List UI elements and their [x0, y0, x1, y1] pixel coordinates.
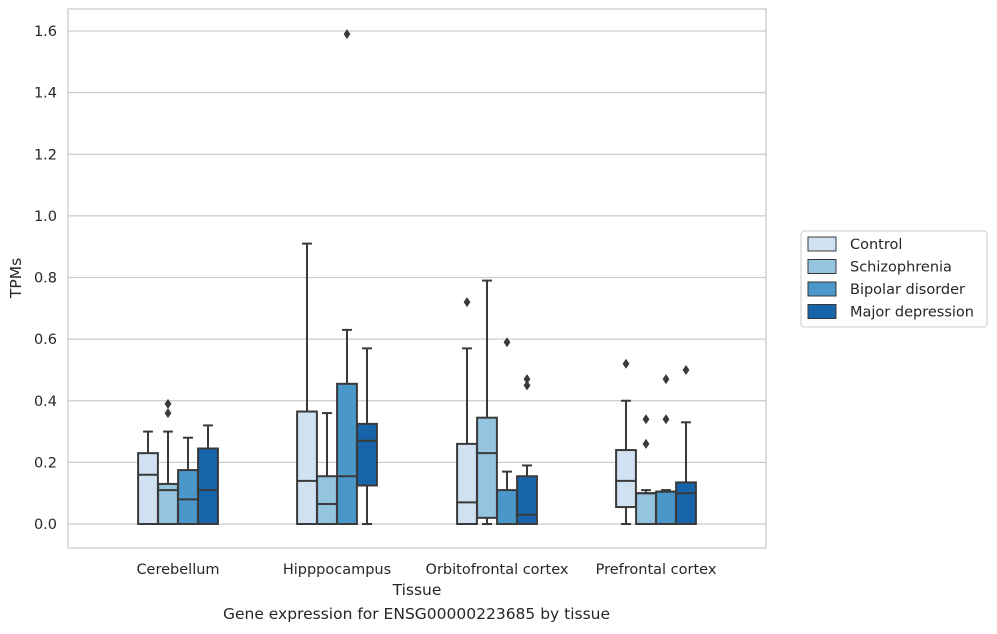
box-body	[296, 410, 318, 525]
legend-label: Major depression	[850, 305, 974, 321]
y-gridlines	[68, 30, 766, 525]
legend-frame	[800, 230, 988, 328]
box-body	[177, 469, 199, 525]
box-major-depression	[675, 364, 697, 526]
x-tick-label: Hipppocampus	[283, 562, 391, 578]
box-major-depression	[356, 347, 378, 525]
box-control	[456, 297, 478, 526]
box-body	[356, 422, 378, 487]
outlier-point	[662, 414, 670, 425]
box-body	[137, 452, 159, 526]
plot-area-frame	[67, 8, 767, 549]
box-schizophrenia	[635, 414, 657, 525]
x-axis-ticks: Cerebellum Hipppocampus Orbitofrontal cort…	[136, 562, 716, 578]
outlier-point	[682, 364, 690, 375]
y-tick-label: 0.6	[34, 332, 57, 348]
box-groups	[137, 29, 697, 526]
box-bipolar-disorder	[336, 29, 358, 525]
outlier-point	[503, 337, 511, 348]
y-tick-label: 0.0	[34, 517, 57, 533]
y-axis-label: TPMs	[7, 258, 25, 299]
box-body	[655, 490, 677, 526]
box-body	[197, 447, 219, 525]
box-control	[615, 358, 637, 525]
legend: Control Schizophrenia Bipolar disorder Majo…	[800, 230, 988, 328]
box-body	[496, 489, 518, 526]
y-tick-label: 1.4	[34, 86, 57, 102]
outlier-point	[343, 29, 351, 40]
box-bipolar-disorder	[177, 436, 199, 525]
legend-swatch	[807, 281, 837, 297]
box-body	[675, 481, 697, 526]
y-tick-label: 0.2	[34, 455, 57, 471]
box-body	[635, 492, 657, 525]
outlier-point	[164, 408, 172, 419]
box-schizophrenia	[316, 412, 338, 526]
legend-label: Control	[850, 237, 902, 253]
box-body	[336, 382, 358, 525]
outlier-point	[523, 374, 531, 385]
outlier-point	[662, 374, 670, 385]
x-tick-label: Prefrontal cortex	[596, 562, 717, 578]
legend-swatch	[807, 304, 837, 319]
box-bipolar-disorder	[655, 374, 677, 526]
x-axis-label: Tissue	[392, 581, 442, 599]
outlier-point	[622, 358, 630, 369]
outlier-point	[642, 438, 650, 449]
box-body	[456, 442, 478, 526]
box-major-depression	[197, 424, 219, 525]
figure-caption: Gene expression for ENSG00000223685 by t…	[222, 605, 611, 623]
outlier-point	[463, 297, 471, 308]
legend-swatch	[807, 236, 837, 252]
y-tick-label: 0.8	[34, 271, 57, 287]
box-major-depression	[516, 374, 538, 526]
x-tick-label: Cerebellum	[136, 562, 219, 578]
y-tick-label: 0.4	[34, 394, 57, 410]
box-body	[476, 416, 498, 519]
box-body	[316, 475, 338, 526]
x-tick-label: Orbitofrontal cortex	[426, 562, 569, 578]
outlier-point	[523, 380, 531, 391]
box-control	[296, 242, 318, 525]
y-tick-label: 1.2	[34, 147, 57, 163]
legend-label: Bipolar disorder	[850, 282, 965, 298]
box-control	[137, 430, 159, 526]
box-bipolar-disorder	[496, 337, 518, 526]
y-tick-label: 1.0	[34, 209, 57, 225]
box-schizophrenia	[476, 279, 498, 525]
outlier-point	[642, 414, 650, 425]
box-schizophrenia	[157, 398, 179, 526]
legend-label: Schizophrenia	[850, 260, 952, 276]
y-tick-label: 1.6	[34, 24, 57, 40]
y-axis-ticks: 0.0 0.2 0.4 0.6 0.8 1.0 1.2 1.4 1.6	[34, 24, 57, 533]
legend-swatch	[807, 259, 837, 274]
outlier-point	[164, 398, 172, 409]
box-body	[516, 475, 538, 526]
box-body	[615, 449, 637, 509]
